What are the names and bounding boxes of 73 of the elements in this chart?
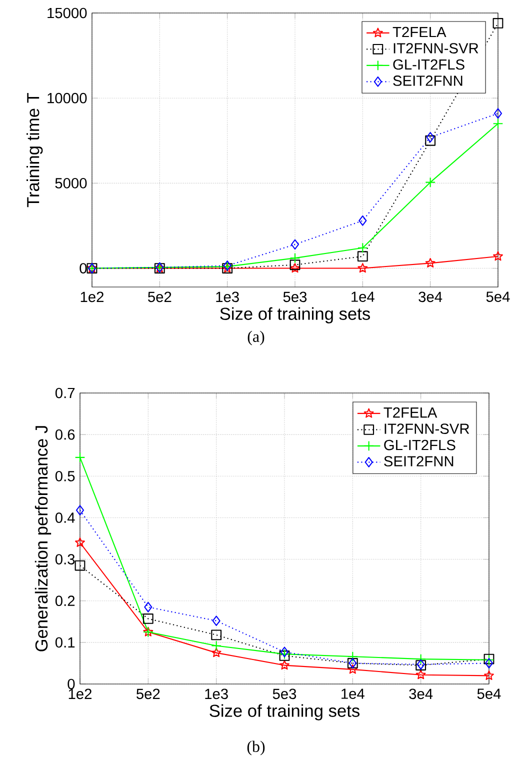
point (211, 640, 222, 651)
y-tick-label: 0.5 (55, 470, 75, 482)
legend-label: T2FELA (384, 407, 438, 418)
point (357, 251, 368, 262)
x-tick-label: 5e3 (283, 292, 307, 302)
point (492, 118, 504, 129)
x-axis-title: Size of training sets (220, 307, 370, 324)
legend-label: IT2FNN-SVR (384, 424, 470, 434)
point (492, 18, 504, 28)
y-tick-label: 0 (80, 263, 87, 274)
x-tick-label: 5e2 (148, 292, 172, 302)
x-tick-label: 1e4 (352, 292, 374, 302)
point (211, 648, 222, 658)
point (290, 239, 300, 250)
point (290, 263, 300, 273)
x-tick-label: 1e4 (342, 688, 364, 699)
point (347, 651, 358, 662)
x-tick-label: 5e2 (136, 688, 160, 700)
point (357, 242, 368, 254)
point (425, 135, 436, 146)
point (348, 664, 358, 674)
text: (a) (248, 330, 264, 346)
x-tick-label: 1e3 (205, 688, 228, 700)
y-tick-label: 0.4 (55, 512, 75, 523)
legend-label: SEIT2FNN (393, 76, 462, 86)
point (75, 537, 85, 547)
x-tick-label: 1e2 (68, 688, 92, 700)
legend-label: IT2FNN-SVR (394, 43, 478, 54)
point (493, 251, 503, 261)
x-tick-label: 1e3 (216, 292, 239, 302)
y-tick-label: 0.2 (55, 596, 75, 606)
y-tick-label: 0.1 (55, 637, 75, 648)
point (425, 258, 436, 268)
y-axis-title: Generalization performance J (34, 426, 52, 652)
point (426, 132, 434, 142)
point (290, 260, 300, 270)
y-tick-label: 0 (68, 678, 75, 690)
point (425, 177, 436, 188)
legend-label: GL-IT2FLS (384, 440, 456, 450)
point (358, 215, 367, 226)
point (484, 658, 494, 668)
x-tick-label: 1e2 (80, 292, 104, 302)
point (484, 670, 494, 680)
y-tick-label: 0.6 (55, 429, 75, 440)
point (74, 560, 86, 571)
y-tick-label: 15000 (48, 8, 87, 18)
x-tick-label: 5e4 (486, 292, 510, 302)
point (290, 252, 300, 264)
y-tick-label: 10000 (48, 92, 87, 104)
legend-label: GL-IT2FLS (393, 59, 464, 70)
x-tick-label: 3e4 (418, 292, 442, 302)
y-axis-title: Training time T (26, 92, 43, 208)
point (280, 660, 290, 670)
y-tick-label: 0.7 (55, 388, 75, 398)
point (142, 614, 154, 624)
x-tick-label: 5e4 (477, 688, 501, 699)
point (358, 263, 368, 273)
x-tick-label: 3e4 (409, 688, 433, 700)
point (416, 670, 426, 680)
y-tick-label: 0.3 (55, 554, 75, 564)
point (74, 452, 86, 463)
point (144, 602, 152, 612)
legend-label: T2FELA (392, 26, 446, 38)
text: (b) (247, 740, 265, 756)
y-tick-label: 5000 (55, 178, 87, 188)
legend-label: SEIT2FNN (384, 456, 454, 466)
point (416, 654, 426, 664)
point (212, 616, 220, 626)
x-tick-label: 5e3 (272, 688, 296, 700)
point (494, 108, 502, 119)
x-axis-title: Size of training sets (210, 704, 360, 720)
point (76, 505, 84, 516)
point (211, 630, 222, 640)
